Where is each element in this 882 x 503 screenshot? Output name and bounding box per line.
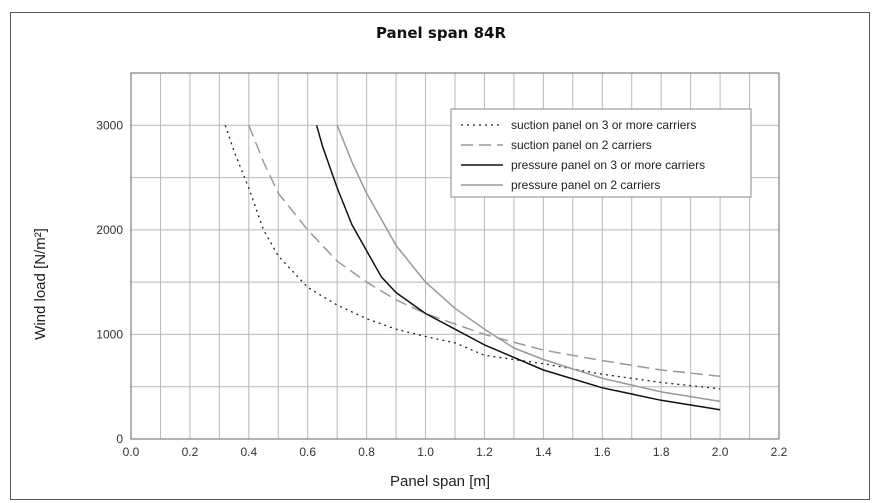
series-line-3 [315, 125, 721, 411]
x-tick-label: 1.8 [653, 445, 670, 459]
x-tick-label: 2.2 [771, 445, 788, 459]
chart-title: Panel span 84R [376, 24, 506, 42]
x-axis-label: Panel span [m] [390, 473, 490, 490]
x-tick-label: 0.2 [182, 445, 199, 459]
legend: suction panel on 3 or more carriers sucti… [450, 108, 752, 198]
y-tick-label: 2000 [96, 223, 123, 237]
plot-area-border [130, 72, 780, 440]
tick-labels: 0.0 0.2 0.4 0.6 0.8 1.0 1.2 1.4 1.6 1.8 2.0 2.2 0 100… [96, 118, 787, 459]
x-tick-label: 2.0 [712, 445, 729, 459]
chart-frame: Panel span 84R 0.0 0.2 0.4 0.6 0.8 1.0 1.2 1.4 1… [10, 12, 870, 500]
x-tick-label: 1.6 [594, 445, 611, 459]
x-tick-label: 0.4 [240, 445, 257, 459]
x-tick-label: 0.8 [358, 445, 375, 459]
y-axis-label: Wind load [N/m²] [32, 228, 49, 340]
x-tick-label: 1.2 [476, 445, 493, 459]
y-tick-label: 0 [116, 432, 123, 446]
legend-box [450, 108, 752, 198]
series-lines [224, 125, 721, 411]
y-tick-label: 3000 [96, 118, 123, 132]
series-line-4 [336, 125, 721, 403]
x-tick-label: 1.0 [417, 445, 434, 459]
x-tick-label: 1.4 [535, 445, 552, 459]
x-tick-label: 0.0 [123, 445, 140, 459]
legend-label-2: suction panel on 2 carriers [511, 138, 652, 152]
legend-label-1: suction panel on 3 or more carriers [511, 118, 696, 132]
legend-label-3: pressure panel on 3 or more carriers [511, 158, 705, 172]
x-tick-label: 0.6 [299, 445, 316, 459]
legend-label-4: pressure panel on 2 carriers [511, 178, 660, 192]
series-line-2 [248, 125, 721, 378]
chart: Panel span 84R 0.0 0.2 0.4 0.6 0.8 1.0 1.2 1.4 1… [32, 24, 788, 490]
y-tick-label: 1000 [96, 327, 123, 341]
